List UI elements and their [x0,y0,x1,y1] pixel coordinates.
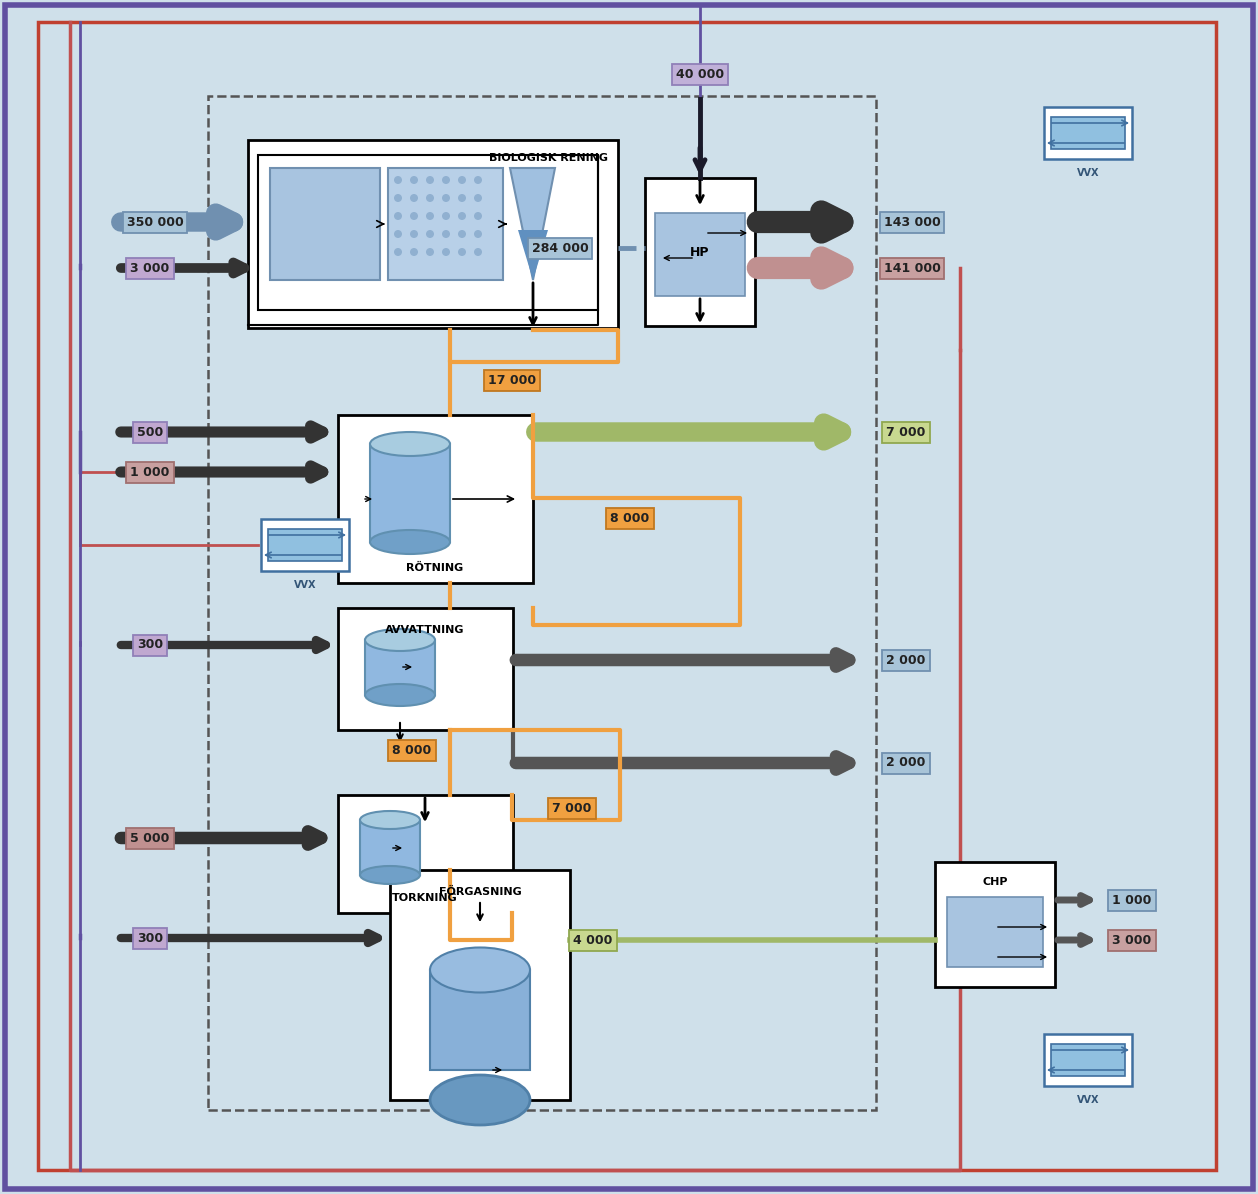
Bar [1050,117,1125,149]
Circle shape [458,230,465,238]
Text: VVX: VVX [1077,1095,1099,1104]
Bar [935,862,1055,987]
Bar [338,795,513,913]
Circle shape [394,193,403,202]
Text: 17 000: 17 000 [488,374,536,387]
Circle shape [394,213,403,220]
Circle shape [410,193,418,202]
Ellipse shape [365,629,435,651]
Ellipse shape [430,1075,530,1125]
Bar [248,140,618,328]
Bar [645,178,755,326]
Text: 4 000: 4 000 [574,934,613,947]
Text: 3 000: 3 000 [131,261,170,275]
Circle shape [458,213,465,220]
Text: 1 000: 1 000 [131,466,170,479]
Bar [430,970,530,1070]
Text: 300: 300 [137,639,164,652]
Bar [1050,1044,1125,1076]
Text: 7 000: 7 000 [552,801,591,814]
Circle shape [474,248,482,256]
Bar [1044,1034,1132,1087]
Text: 1 000: 1 000 [1112,893,1151,906]
Circle shape [442,213,450,220]
Circle shape [394,230,403,238]
Circle shape [426,230,434,238]
Bar [338,416,533,583]
Circle shape [410,176,418,184]
Bar [1044,107,1132,159]
Bar [338,608,513,730]
Circle shape [426,176,434,184]
Bar [270,168,380,281]
Text: 300: 300 [137,931,164,944]
Circle shape [442,176,450,184]
Polygon shape [518,230,548,281]
Circle shape [474,176,482,184]
Bar [365,640,435,695]
Text: 40 000: 40 000 [676,68,725,80]
Bar [390,870,570,1100]
Text: 284 000: 284 000 [532,241,589,254]
Circle shape [458,193,465,202]
Text: VVX: VVX [294,580,316,590]
Circle shape [426,248,434,256]
Text: HP: HP [691,246,710,258]
Text: VVX: VVX [1077,168,1099,178]
Text: RÖTNING: RÖTNING [406,562,464,573]
Text: FÖRGASNING: FÖRGASNING [439,887,521,897]
Circle shape [458,248,465,256]
Circle shape [442,193,450,202]
Circle shape [410,248,418,256]
Circle shape [426,193,434,202]
Text: TORKNING: TORKNING [392,893,458,903]
Bar [260,519,348,571]
Text: 3 000: 3 000 [1112,934,1151,947]
Ellipse shape [360,811,420,829]
Circle shape [458,176,465,184]
Text: 5 000: 5 000 [131,831,170,844]
Bar [370,444,450,542]
Circle shape [474,230,482,238]
Circle shape [442,248,450,256]
Text: AVVATTNING: AVVATTNING [385,624,464,635]
Bar [387,168,503,281]
Circle shape [442,230,450,238]
Ellipse shape [360,866,420,884]
Bar [655,213,745,296]
Text: 8 000: 8 000 [392,744,431,757]
Bar [258,155,598,310]
Polygon shape [509,168,555,281]
Circle shape [394,248,403,256]
Text: 350 000: 350 000 [127,215,184,228]
Bar [947,897,1043,967]
Circle shape [394,176,403,184]
Ellipse shape [370,432,450,456]
Ellipse shape [430,948,530,992]
Text: CHP: CHP [982,878,1008,887]
Bar [268,529,342,561]
Text: 143 000: 143 000 [883,215,941,228]
Bar [208,96,876,1110]
Text: 141 000: 141 000 [883,261,941,275]
Ellipse shape [365,684,435,706]
Ellipse shape [370,530,450,554]
Circle shape [474,193,482,202]
Text: 2 000: 2 000 [887,757,926,769]
Text: 7 000: 7 000 [887,425,926,438]
Circle shape [410,213,418,220]
Circle shape [426,213,434,220]
Circle shape [410,230,418,238]
Text: 500: 500 [137,425,164,438]
Text: 2 000: 2 000 [887,653,926,666]
Text: 8 000: 8 000 [610,511,649,524]
Bar [360,820,420,875]
Circle shape [474,213,482,220]
Text: BIOLOGISK RENING: BIOLOGISK RENING [489,153,608,164]
